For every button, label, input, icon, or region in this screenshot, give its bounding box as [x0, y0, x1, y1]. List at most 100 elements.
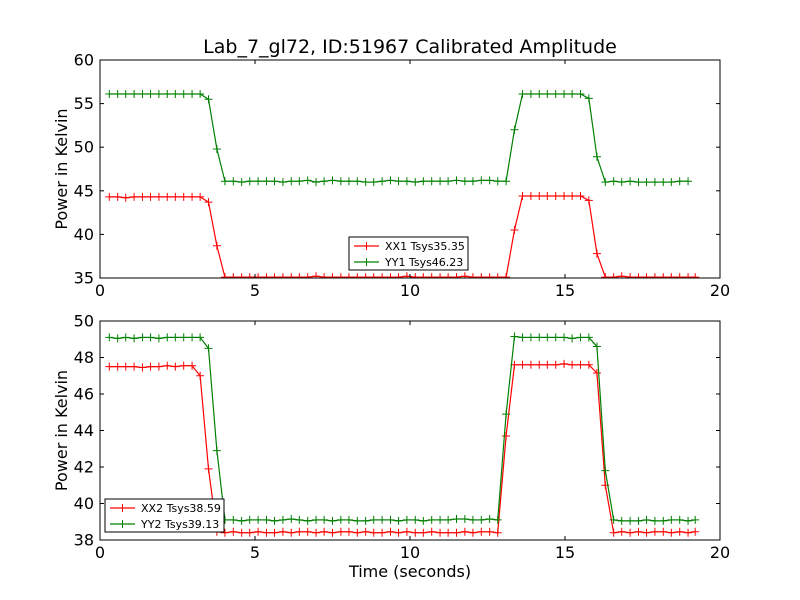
data-point — [320, 527, 329, 536]
data-point — [394, 516, 403, 525]
data-point — [386, 527, 395, 536]
data-point — [518, 90, 527, 99]
data-point — [551, 90, 560, 99]
data-point — [295, 527, 304, 536]
legend-box — [104, 498, 225, 533]
data-point — [303, 273, 312, 278]
data-point — [493, 515, 502, 524]
x-tick-label: 15 — [555, 281, 575, 300]
data-point — [113, 362, 122, 371]
data-point — [444, 273, 453, 278]
data-point — [212, 241, 221, 250]
data-point — [287, 528, 296, 537]
data-point — [361, 178, 370, 187]
data-point — [262, 528, 271, 537]
data-point — [436, 528, 445, 537]
data-point — [245, 273, 254, 278]
data-point — [684, 516, 693, 525]
data-point — [295, 515, 304, 524]
data-point — [270, 528, 279, 537]
data-point — [560, 359, 569, 368]
data-point — [344, 527, 353, 536]
series-2 — [105, 332, 700, 525]
data-point — [220, 177, 229, 186]
data-point — [493, 528, 502, 537]
data-point — [477, 527, 486, 536]
data-point — [568, 90, 577, 99]
data-point — [105, 362, 114, 371]
data-point — [204, 95, 213, 104]
data-point — [105, 90, 114, 99]
x-tick-label: 20 — [710, 281, 730, 300]
data-point — [344, 515, 353, 524]
data-point — [460, 272, 469, 278]
data-point — [237, 273, 246, 278]
data-point — [576, 192, 585, 201]
data-point — [460, 177, 469, 186]
data-point — [444, 177, 453, 186]
data-point — [518, 192, 527, 201]
data-point — [378, 515, 387, 524]
data-point — [179, 90, 188, 99]
data-point — [518, 333, 527, 342]
legend-label: YY2 Tsys39.13 — [140, 518, 219, 531]
data-point — [592, 342, 601, 351]
data-point — [220, 528, 229, 537]
data-point — [411, 528, 420, 537]
y-tick-label: 60 — [74, 51, 94, 70]
data-point — [113, 192, 122, 201]
data-point — [642, 515, 651, 524]
y-tick-label: 48 — [74, 348, 94, 367]
data-point — [650, 516, 659, 525]
data-point — [592, 249, 601, 258]
data-point — [609, 177, 618, 186]
data-point — [146, 192, 155, 201]
data-point — [245, 515, 254, 524]
data-point — [196, 192, 205, 201]
data-point — [659, 273, 668, 278]
legend-label: XX2 Tsys38.59 — [141, 502, 221, 515]
y-tick-label: 45 — [74, 181, 94, 200]
data-point — [650, 178, 659, 187]
data-point — [543, 192, 552, 201]
data-point — [609, 515, 618, 524]
data-point — [617, 516, 626, 525]
data-point — [576, 360, 585, 369]
series-line — [109, 93, 689, 183]
data-point — [551, 333, 560, 342]
data-point — [278, 273, 287, 278]
data-point — [237, 516, 246, 525]
series-line — [109, 195, 696, 278]
y-tick-label: 40 — [74, 494, 94, 513]
data-point — [154, 90, 163, 99]
data-point — [353, 528, 362, 537]
data-point — [493, 177, 502, 186]
data-point — [369, 178, 378, 187]
data-point — [543, 360, 552, 369]
data-point — [584, 94, 593, 103]
chart-1: 0 5 10 15 20 35 40 45 50 55 60 Power in Kelvin XX1 T… — [52, 51, 730, 301]
data-point — [691, 515, 700, 524]
data-point — [204, 464, 213, 473]
data-point — [626, 273, 635, 278]
data-point — [568, 360, 577, 369]
data-point — [287, 177, 296, 186]
data-point — [163, 90, 172, 99]
data-point — [369, 528, 378, 537]
data-point — [427, 273, 436, 278]
data-point — [684, 528, 693, 537]
data-point — [650, 527, 659, 536]
data-point — [121, 90, 130, 99]
data-point — [369, 515, 378, 524]
data-point — [551, 360, 560, 369]
data-point — [328, 528, 337, 537]
data-point — [626, 177, 635, 186]
data-point — [691, 273, 700, 278]
data-point — [303, 527, 312, 536]
data-point — [212, 144, 221, 153]
data-point — [196, 371, 205, 380]
chart-2: 0 5 10 15 20 38 40 42 44 46 48 50 Power in Kelvin Tim… — [52, 312, 730, 582]
data-point — [576, 90, 585, 99]
data-point — [312, 528, 321, 537]
data-point — [510, 226, 519, 235]
